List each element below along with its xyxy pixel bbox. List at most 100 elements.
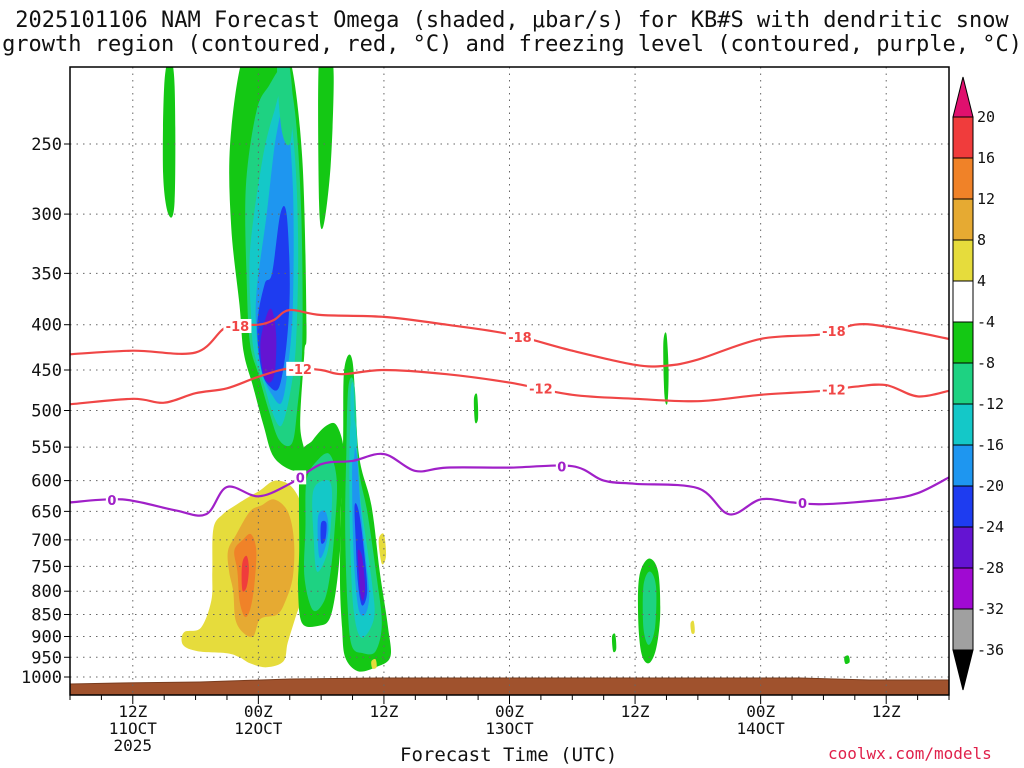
contour-label: 0 — [557, 460, 566, 475]
x-tick-label: 2025 — [114, 736, 153, 755]
y-tick-label: 450 — [31, 361, 62, 381]
contour-label-bg — [223, 318, 252, 333]
contour-label: 0 — [798, 497, 807, 512]
contour-label: -12 — [822, 383, 846, 398]
colorbar-bin — [952, 526, 974, 569]
omega-region — [320, 520, 327, 544]
gridlines — [70, 67, 949, 695]
contour-label: -12 — [288, 363, 312, 378]
x-tick-label: 12OCT — [234, 719, 283, 738]
x-tick-label: 00Z — [746, 702, 775, 721]
omega-region — [371, 658, 377, 669]
contour-label: -18 — [508, 331, 532, 346]
y-tick-label: 600 — [31, 472, 62, 492]
y-tick-label: 500 — [31, 402, 62, 422]
y-tick-label: 550 — [31, 438, 62, 458]
colorbar-label: -12 — [977, 395, 1004, 413]
colorbar-label: -4 — [977, 313, 995, 331]
contour-label-bg — [555, 459, 568, 474]
y-tick-label: 650 — [31, 502, 62, 522]
y-tick-label: 800 — [31, 582, 62, 602]
colorbar-label: -16 — [977, 436, 1004, 454]
colorbar-label: 20 — [977, 108, 995, 126]
contour-label: -12 — [529, 383, 553, 398]
colorbar-bin — [952, 239, 974, 282]
x-tick-label: 12Z — [369, 702, 398, 721]
colorbar-bin — [952, 362, 974, 405]
contour-line — [70, 452, 949, 517]
x-tick-label: 12Z — [621, 702, 650, 721]
y-tick-label: 1000 — [21, 668, 62, 688]
y-tick-label: 850 — [31, 606, 62, 626]
colorbar-label: -36 — [977, 641, 1004, 659]
contour-label: -18 — [226, 320, 250, 335]
colorbar-bin — [952, 567, 974, 610]
contour-label-bg — [819, 324, 848, 339]
x-tick-label: 11OCT — [109, 719, 158, 738]
contour-label: 0 — [107, 494, 116, 509]
colorbar-label: 4 — [977, 272, 986, 290]
omega-region — [473, 393, 479, 424]
colorbar-bin — [952, 280, 974, 323]
x-tick-label: 14OCT — [737, 719, 786, 738]
colorbar-bin — [952, 608, 974, 651]
contour-label: 0 — [296, 471, 305, 486]
contour-label: -18 — [822, 325, 846, 340]
y-tick-label: 400 — [31, 316, 62, 336]
source-credit: coolwx.com/models — [828, 744, 992, 763]
omega-region — [277, 67, 293, 146]
colorbar-label: 16 — [977, 149, 995, 167]
colorbar-bottom-arrow — [952, 649, 974, 691]
x-tick-label: 00Z — [244, 702, 273, 721]
contour-label-bg — [505, 330, 534, 345]
y-axis: 2503003504004505005506006507007508008509… — [21, 135, 70, 688]
colorbar-label: -20 — [977, 477, 1004, 495]
x-tick-label: 12Z — [118, 702, 147, 721]
omega-region — [663, 332, 669, 405]
y-tick-label: 300 — [31, 205, 62, 225]
colorbar-bin — [952, 444, 974, 487]
colorbar: 20 16 12 8 4 -4 -8 -12 -16 -20 -24 -28 -32 -36 — [952, 76, 1004, 691]
omega-region — [378, 533, 387, 565]
colorbar-label: -28 — [977, 559, 1004, 577]
contour-label-bg — [819, 382, 848, 397]
y-tick-label: 750 — [31, 557, 62, 577]
colorbar-top-arrow — [952, 76, 974, 118]
omega-shading — [162, 67, 850, 672]
omega-region — [318, 67, 334, 230]
colorbar-bin — [952, 157, 974, 200]
omega-region — [260, 308, 277, 383]
x-axis-title: Forecast Time (UTC) — [400, 744, 618, 766]
colorbar-bin — [952, 403, 974, 446]
omega-region — [690, 620, 695, 634]
colorbar-label: -8 — [977, 354, 995, 372]
y-tick-label: 900 — [31, 627, 62, 647]
colorbar-bin — [952, 116, 974, 159]
omega-region — [844, 655, 850, 664]
chart-title-line1: 2025101106 NAM Forecast Omega (shaded, μ… — [15, 8, 1009, 33]
contour-label-bg — [294, 470, 307, 485]
contour-lines: -18 -18 -18 -12 -12 -12 0 0 0 0 — [70, 308, 949, 517]
omega-region — [162, 67, 176, 218]
y-tick-label: 950 — [31, 648, 62, 668]
contour-label-bg — [796, 496, 809, 511]
colorbar-bin — [952, 485, 974, 528]
omega-region — [611, 633, 617, 653]
y-tick-label: 350 — [31, 264, 62, 284]
contour-label-bg — [105, 492, 118, 507]
x-tick-label: 12Z — [872, 702, 901, 721]
colorbar-bin — [952, 198, 974, 241]
colorbar-label: 8 — [977, 231, 986, 249]
y-tick-label: 250 — [31, 135, 62, 155]
colorbar-bin — [952, 321, 974, 364]
colorbar-label: 12 — [977, 190, 995, 208]
omega-region — [241, 555, 249, 592]
y-tick-label: 700 — [31, 531, 62, 551]
colorbar-label: -32 — [977, 600, 1004, 618]
omega-region — [350, 382, 355, 461]
x-tick-label: 00Z — [495, 702, 524, 721]
omega-region — [357, 549, 366, 601]
contour-label-bg — [526, 381, 555, 396]
